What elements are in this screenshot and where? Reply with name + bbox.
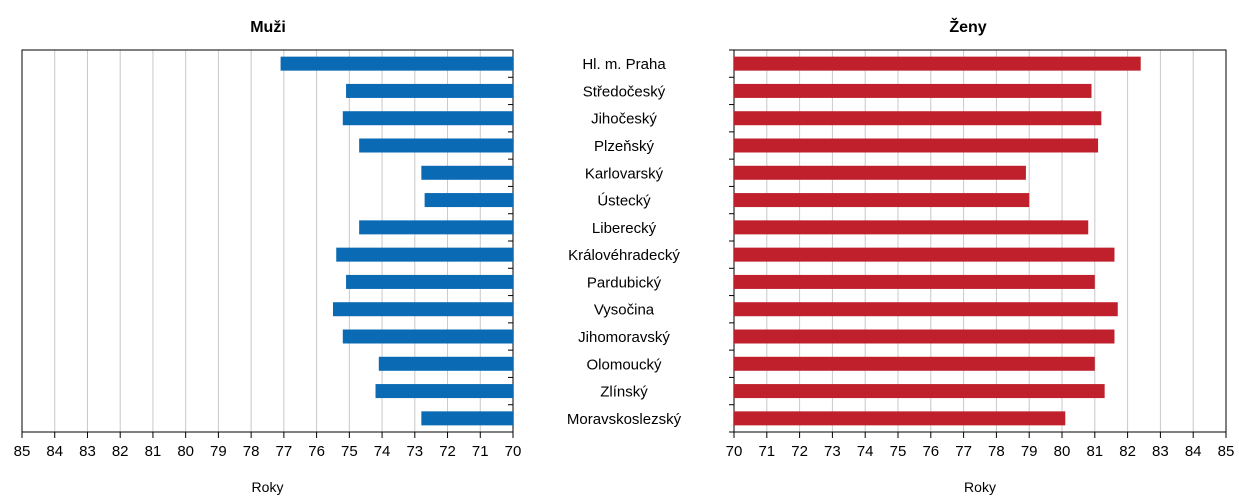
x-tick-label: 77 (276, 443, 293, 460)
bar-men (332, 302, 513, 317)
x-tick-label: 78 (243, 443, 260, 460)
category-label: Ústecký (597, 193, 651, 210)
x-tick-label: 84 (46, 443, 63, 460)
bar-men (378, 356, 513, 371)
panel-title: Muži (250, 19, 286, 36)
category-label: Královéhradecký (568, 247, 680, 264)
category-label: Jihočeský (591, 111, 657, 128)
bar-men (346, 274, 513, 289)
x-tick-label: 72 (791, 443, 808, 460)
category-label: Zlínský (600, 384, 648, 401)
x-tick-label: 76 (308, 443, 325, 460)
category-label: Plzeňský (594, 138, 655, 155)
bar-women (734, 138, 1099, 153)
bar-women (734, 274, 1095, 289)
x-tick-label: 82 (112, 443, 129, 460)
bar-women (734, 165, 1026, 180)
category-label: Moravskoslezský (567, 411, 682, 428)
x-tick-label: 76 (922, 443, 939, 460)
x-tick-label: 79 (1021, 443, 1038, 460)
x-tick-label: 74 (374, 443, 391, 460)
x-tick-label: 71 (758, 443, 775, 460)
bar-men (359, 220, 513, 235)
x-tick-label: 85 (1218, 443, 1235, 460)
bar-women (734, 356, 1095, 371)
x-tick-label: 72 (439, 443, 456, 460)
x-tick-label: 83 (1152, 443, 1169, 460)
bar-women (734, 247, 1115, 262)
x-tick-label: 73 (406, 443, 423, 460)
bar-women (734, 220, 1089, 235)
bar-men (336, 247, 513, 262)
plot-frame (733, 49, 1227, 433)
bar-women (734, 329, 1115, 344)
x-tick-label: 80 (177, 443, 194, 460)
bar-women (734, 384, 1105, 399)
category-label: Středočeský (583, 83, 666, 100)
x-tick-label: 73 (824, 443, 841, 460)
category-label: Olomoucký (586, 356, 662, 373)
x-axis-label: Roky (964, 479, 996, 495)
x-tick-label: 77 (955, 443, 972, 460)
x-tick-label: 70 (726, 443, 743, 460)
bar-women (734, 411, 1066, 426)
x-tick-label: 81 (1086, 443, 1103, 460)
bar-men (421, 411, 513, 426)
bar-men (421, 165, 513, 180)
x-tick-label: 84 (1185, 443, 1202, 460)
bar-men (424, 193, 513, 208)
x-tick-label: 71 (472, 443, 489, 460)
x-tick-label: 70 (505, 443, 522, 460)
bar-women (734, 56, 1141, 71)
bar-men (342, 111, 513, 126)
x-tick-label: 81 (145, 443, 162, 460)
category-label: Vysočina (594, 302, 655, 319)
x-tick-label: 75 (890, 443, 907, 460)
category-label: Liberecký (592, 220, 657, 237)
bar-men (346, 83, 513, 98)
x-tick-label: 85 (14, 443, 31, 460)
x-tick-label: 74 (857, 443, 874, 460)
panel-title: Ženy (949, 17, 986, 36)
bar-women (734, 193, 1030, 208)
category-label: Jihomoravský (578, 329, 670, 346)
bar-men (280, 56, 513, 71)
x-tick-label: 78 (988, 443, 1005, 460)
plot-frame (21, 49, 514, 433)
bar-men (359, 138, 513, 153)
x-tick-label: 75 (341, 443, 358, 460)
bar-men (375, 384, 513, 399)
x-tick-label: 83 (79, 443, 96, 460)
category-label: Hl. m. Praha (582, 56, 666, 73)
bar-women (734, 111, 1102, 126)
category-label: Pardubický (587, 274, 662, 291)
category-label: Karlovarský (585, 165, 664, 182)
x-tick-label: 79 (210, 443, 227, 460)
bar-men (342, 329, 513, 344)
x-axis-label: Roky (252, 479, 284, 495)
bar-women (734, 83, 1092, 98)
x-tick-label: 82 (1119, 443, 1136, 460)
bar-women (734, 302, 1118, 317)
x-tick-label: 80 (1054, 443, 1071, 460)
